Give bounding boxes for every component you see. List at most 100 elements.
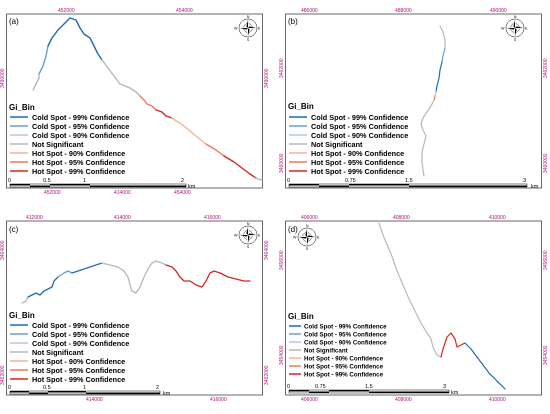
svg-text:W: W (501, 27, 505, 31)
left-tick: 3462000 (0, 365, 6, 385)
legend-item: Cold Spot - 90% Confidence (10, 339, 129, 348)
legend-item: Cold Spot - 95% Confidence (10, 122, 129, 131)
svg-text:0: 0 (8, 385, 11, 391)
svg-text:1.5: 1.5 (365, 384, 373, 390)
left-tick: 3462000 (279, 58, 285, 78)
north-arrow-icon: N S E W (234, 222, 261, 249)
svg-text:Not Significant: Not Significant (32, 140, 84, 149)
right-tick: 3454000 (543, 345, 549, 365)
svg-text:Cold Spot - 99% Confidence: Cold Spot - 99% Confidence (32, 321, 129, 330)
legend-item: Cold Spot - 95% Confidence (289, 122, 408, 131)
top-tick: 490000 (490, 8, 507, 14)
svg-text:Hot Spot - 99% Confidence: Hot Spot - 99% Confidence (32, 375, 125, 384)
svg-text:N: N (306, 224, 309, 228)
top-tick: 452000 (58, 8, 75, 14)
svg-text:1.5: 1.5 (405, 178, 413, 184)
legend-title: Gi_Bin (288, 102, 314, 111)
svg-text:Cold Spot - 95% Confidence: Cold Spot - 95% Confidence (304, 332, 387, 339)
legend: Gi_Bin Cold Spot - 99% Confidence Cold S… (9, 311, 129, 384)
bottom-tick: 454000 (174, 190, 191, 196)
svg-text:Not Significant: Not Significant (32, 348, 84, 357)
svg-text:Hot Spot - 99% Confidence: Hot Spot - 99% Confidence (304, 372, 384, 379)
top-tick: 488000 (395, 8, 412, 14)
legend-item: Hot Spot - 90% Confidence (10, 149, 125, 158)
legend-item: Hot Spot - 90% Confidence (289, 356, 384, 363)
svg-text:km: km (451, 390, 459, 396)
svg-text:km: km (188, 184, 196, 190)
legend-item: Cold Spot - 90% Confidence (289, 340, 387, 347)
legend-item: Cold Spot - 90% Confidence (289, 131, 408, 140)
right-tick: 3460000 (543, 153, 549, 173)
top-tick: 408000 (393, 215, 410, 221)
legend-item: Cold Spot - 95% Confidence (10, 330, 129, 339)
legend-item: Not Significant (10, 348, 84, 357)
svg-text:Cold Spot - 95% Confidence: Cold Spot - 95% Confidence (32, 122, 129, 131)
svg-text:Hot Spot - 95% Confidence: Hot Spot - 95% Confidence (304, 364, 384, 371)
svg-text:S: S (247, 245, 250, 249)
right-tick: 3456000 (543, 250, 549, 270)
svg-text:Not Significant: Not Significant (311, 140, 363, 149)
legend-item: Hot Spot - 95% Confidence (289, 158, 404, 167)
svg-text:0.75: 0.75 (315, 384, 326, 390)
svg-text:W: W (293, 236, 297, 240)
svg-text:Cold Spot - 99% Confidence: Cold Spot - 99% Confidence (32, 113, 129, 122)
svg-text:0: 0 (287, 178, 290, 184)
svg-text:0.5: 0.5 (43, 385, 51, 391)
svg-text:Hot Spot - 90% Confidence: Hot Spot - 90% Confidence (311, 149, 404, 158)
map-frame (285, 220, 542, 396)
route-line (378, 222, 506, 390)
top-tick: 454000 (176, 8, 193, 14)
map-canvas-c: (c) 412000 414000 416000 414000 416000 3… (0, 215, 270, 403)
svg-text:Hot Spot - 90% Confidence: Hot Spot - 90% Confidence (304, 356, 384, 363)
right-tick: 3462000 (543, 58, 549, 78)
top-tick: 486000 (301, 8, 318, 14)
svg-text:Cold Spot - 99% Confidence: Cold Spot - 99% Confidence (304, 324, 387, 331)
svg-text:3: 3 (443, 384, 446, 390)
svg-text:Cold Spot - 95% Confidence: Cold Spot - 95% Confidence (32, 330, 129, 339)
legend-item: Hot Spot - 95% Confidence (289, 364, 384, 371)
top-tick: 406000 (301, 215, 318, 221)
svg-text:Cold Spot - 90% Confidence: Cold Spot - 90% Confidence (304, 340, 387, 347)
top-tick: 414000 (114, 215, 131, 221)
legend: Gi_Bin Cold Spot - 99% Confidence Cold S… (9, 103, 129, 176)
map-panel-d: (d) 406000 408000 410000 406000 408000 4… (279, 215, 549, 403)
svg-text:N: N (514, 15, 517, 19)
legend: Gi_Bin Cold Spot - 99% Confidence Cold S… (288, 312, 387, 379)
legend-item: Hot Spot - 99% Confidence (289, 372, 384, 379)
svg-text:2: 2 (181, 178, 184, 184)
scale-bar: 0 0.5 1 2 km (8, 385, 171, 397)
left-tick: 3456000 (279, 250, 285, 270)
top-tick: 416000 (204, 215, 221, 221)
panel-label: (d) (288, 225, 298, 234)
right-tick: 3462000 (264, 365, 270, 385)
top-tick: 410000 (489, 215, 506, 221)
legend-item: Not Significant (289, 348, 348, 355)
route-line (21, 260, 251, 304)
svg-text:0.5: 0.5 (43, 178, 51, 184)
map-frame (6, 13, 263, 189)
left-tick: 3460000 (279, 153, 285, 173)
svg-text:S: S (247, 38, 250, 42)
svg-text:2: 2 (156, 385, 159, 391)
svg-text:Cold Spot - 99% Confidence: Cold Spot - 99% Confidence (311, 113, 408, 122)
svg-text:Cold Spot - 95% Confidence: Cold Spot - 95% Confidence (311, 122, 408, 131)
legend-title: Gi_Bin (288, 312, 314, 321)
svg-text:E: E (258, 234, 261, 238)
route-line (420, 25, 446, 177)
svg-text:S: S (306, 247, 309, 251)
right-tick: 3464000 (264, 240, 270, 260)
legend-item: Hot Spot - 95% Confidence (10, 158, 125, 167)
svg-text:1: 1 (83, 178, 86, 184)
svg-text:N: N (247, 15, 250, 19)
legend-title: Gi_Bin (9, 311, 35, 320)
panel-label: (b) (288, 17, 298, 26)
map-canvas-d: (d) 406000 408000 410000 406000 408000 4… (279, 215, 549, 403)
bottom-tick: 414000 (114, 190, 131, 196)
north-arrow-icon: N S E W (234, 15, 261, 42)
svg-text:Not Significant: Not Significant (304, 348, 348, 355)
svg-text:km: km (531, 184, 539, 190)
svg-text:0.75: 0.75 (345, 178, 356, 184)
legend-item: Hot Spot - 95% Confidence (10, 366, 125, 375)
svg-text:E: E (525, 27, 528, 31)
legend-item: Cold Spot - 99% Confidence (289, 113, 408, 122)
